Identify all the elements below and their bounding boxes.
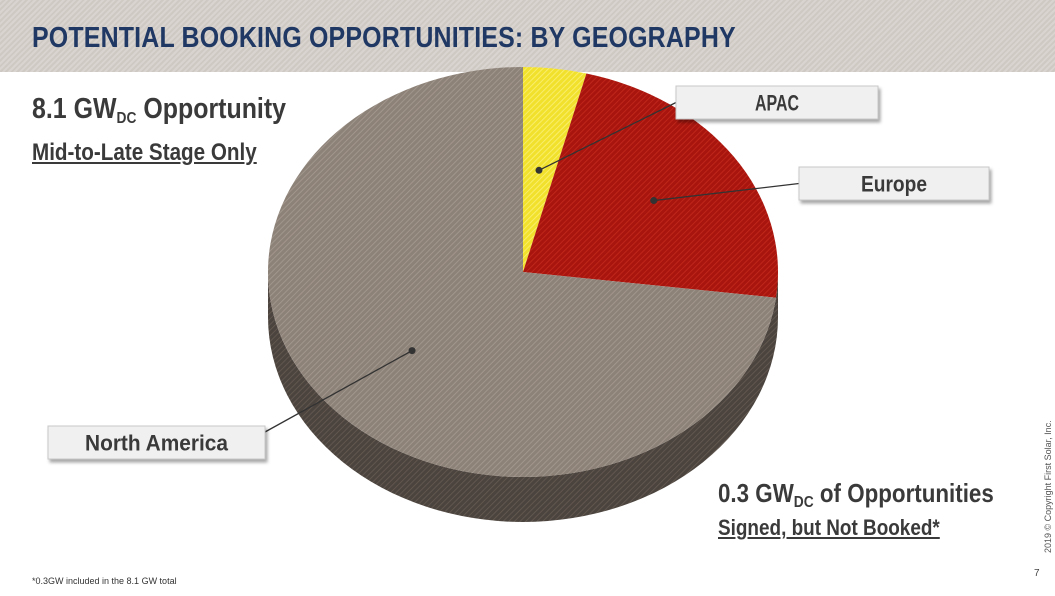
callout-label-apac: APAC [755, 91, 799, 116]
total-opportunity-prefix: 8.1 GW [32, 93, 117, 125]
stage-label: Mid-to-Late Stage Only [32, 139, 257, 166]
callout-box-apac [675, 85, 879, 120]
footnote: *0.3GW included in the 8.1 GW total [32, 576, 177, 586]
callout-dot-apac [535, 166, 543, 174]
signed-opportunity-suffix: of Opportunities [813, 478, 994, 508]
callout-dot-north-america [408, 347, 416, 355]
signed-opportunity-subscript: DC [793, 494, 814, 511]
signed-opportunity-prefix: 0.3 GW [718, 478, 794, 508]
pie-depth [268, 272, 778, 522]
callout-line-europe [653, 182, 800, 202]
pie-slices [268, 67, 779, 478]
callout-line-apac [538, 101, 677, 171]
page-title: POTENTIAL BOOKING OPPORTUNITIES: BY GEOG… [32, 22, 736, 54]
total-opportunity-subscript: DC [116, 110, 137, 127]
callout-dot-europe [650, 197, 658, 205]
callout-label-north-america: North America [85, 431, 229, 456]
callout-box-europe [798, 166, 990, 201]
pie-slice-apac [523, 67, 587, 272]
callout-label-europe: Europe [861, 172, 927, 197]
pie-depth-side [268, 272, 778, 522]
total-opportunity-suffix: Opportunity [136, 93, 287, 125]
header-band: POTENTIAL BOOKING OPPORTUNITIES: BY GEOG… [0, 0, 1055, 72]
callout-box-north-america [47, 425, 266, 460]
signed-status-label: Signed, but Not Booked* [718, 515, 940, 540]
total-opportunity-label: 8.1 GWDC Opportunity [32, 93, 286, 128]
pie-slice-north-america [268, 67, 776, 478]
callout-line-north-america [264, 350, 413, 433]
pie-slice-europe [523, 73, 779, 298]
page-number: 7 [1034, 568, 1040, 579]
copyright-notice: 2019 © Copyright First Solar, Inc. [1043, 420, 1053, 553]
signed-opportunity-label: 0.3 GWDC of Opportunities [718, 478, 994, 512]
pie-callouts: APAC Europe North America [47, 85, 990, 460]
